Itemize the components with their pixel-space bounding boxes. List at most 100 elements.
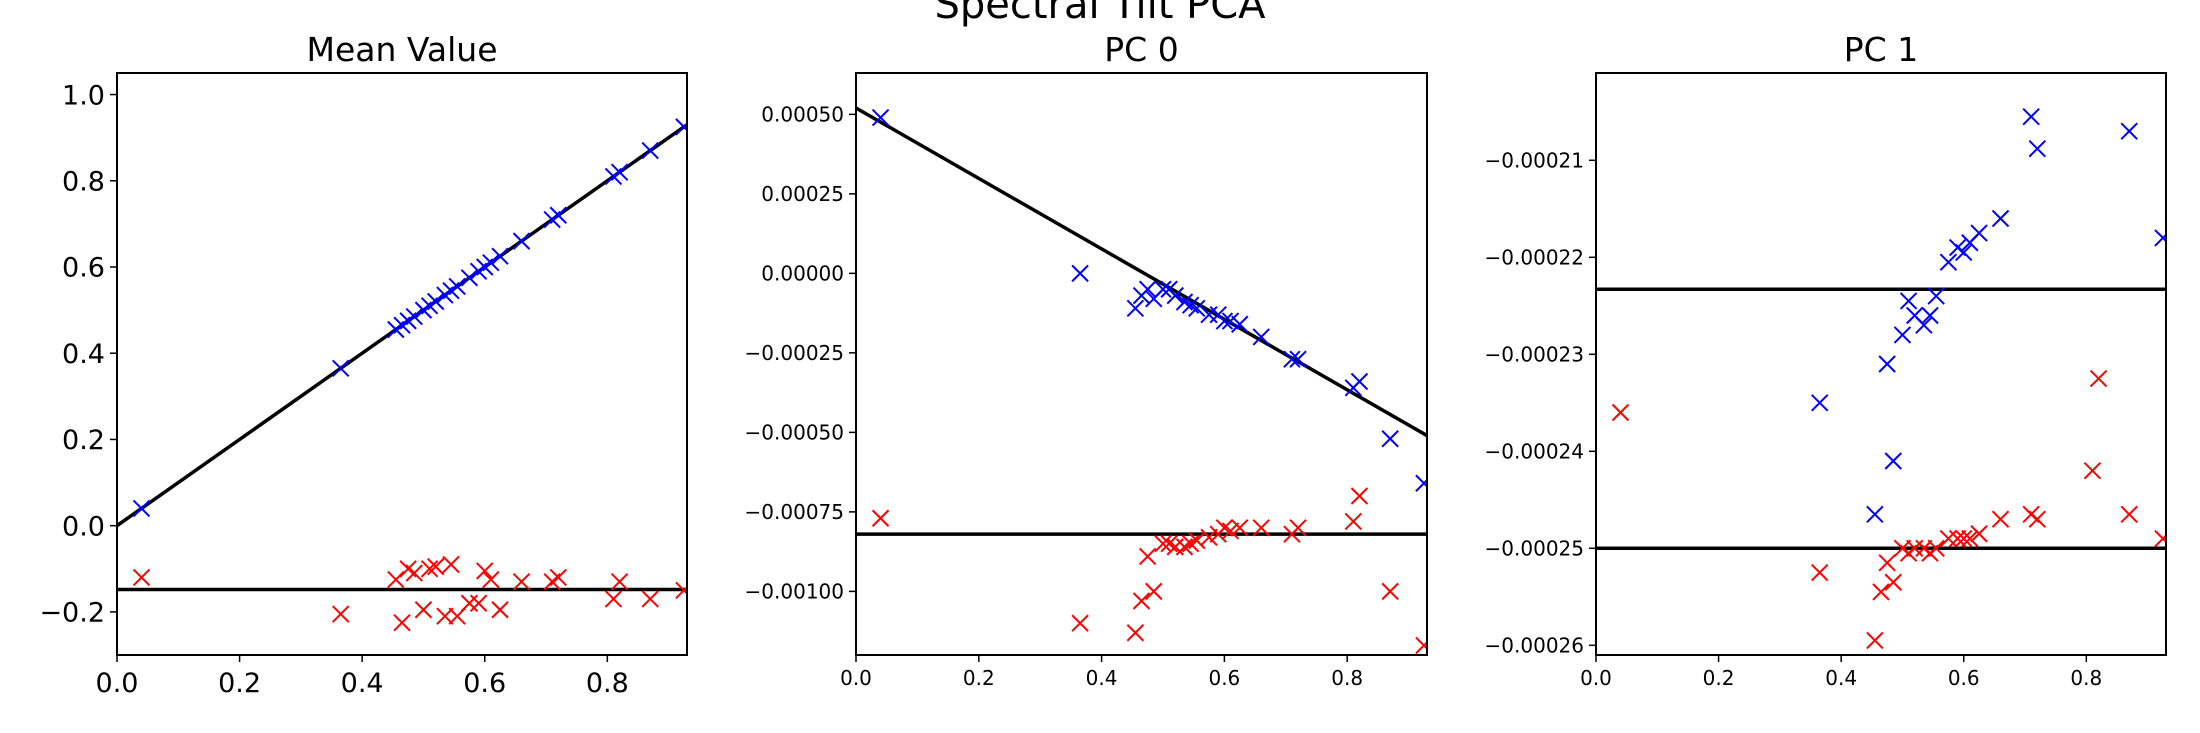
y-tick-label: −0.00026 — [1485, 634, 1584, 658]
data-point-red — [405, 564, 423, 582]
data-point-blue — [1915, 316, 1933, 334]
data-point-blue — [1415, 474, 1427, 492]
x-tick-label: 0.6 — [1208, 666, 1240, 690]
y-tick-label: −0.00075 — [745, 500, 844, 524]
data-point-blue — [512, 232, 531, 250]
data-point-red — [1231, 519, 1249, 537]
data-point-red — [1221, 522, 1240, 540]
y-tick-label: −0.00100 — [745, 580, 844, 604]
data-point-blue — [427, 292, 445, 311]
data-point-blue — [610, 163, 629, 181]
data-point-red — [1344, 512, 1363, 531]
data-point-blue — [1955, 243, 1973, 262]
data-point-blue — [1166, 286, 1184, 305]
data-point-blue — [1921, 306, 1939, 325]
x-tick-label: 0.2 — [1703, 666, 1735, 690]
data-point-blue — [2120, 122, 2138, 140]
y-tick-label: −0.00050 — [745, 421, 844, 445]
data-point-blue — [405, 307, 423, 326]
data-point-red — [491, 601, 509, 619]
data-point-blue — [1811, 394, 1829, 412]
data-point-red — [2154, 529, 2166, 548]
charts-container: Mean Value 0.0 0.2 0.4 0.6 0.8 −0.2 0.0 0.2 0.4 0.… — [39, 30, 2167, 699]
y-tick-label: 0.00050 — [761, 103, 844, 127]
data-point-red — [1948, 529, 1967, 548]
data-point-red — [436, 607, 454, 625]
data-point-red — [1138, 547, 1157, 566]
data-point-blue — [1252, 328, 1270, 346]
y-tick-label: 0.00000 — [761, 262, 844, 286]
data-point-red — [1970, 525, 1988, 543]
y-tick-label: −0.00021 — [1485, 149, 1584, 173]
data-point-blue — [675, 118, 687, 136]
data-point-blue — [1381, 430, 1399, 448]
data-point-red — [1611, 403, 1630, 422]
chart-title: PC 0 — [1104, 30, 1178, 69]
data-point-red — [1181, 534, 1200, 553]
data-point-red — [1872, 583, 1890, 601]
y-tick-label: −0.00025 — [745, 341, 844, 365]
data-point-red — [393, 613, 411, 632]
data-point-blue — [1289, 350, 1307, 368]
data-point-red — [332, 605, 350, 623]
y-tick-label: 0.6 — [62, 253, 105, 284]
y-tick-label: 0.00025 — [761, 182, 844, 206]
data-point-blue — [1200, 305, 1218, 324]
y-tick-label: −0.00025 — [1485, 537, 1584, 561]
x-tick-label: 0.0 — [840, 666, 872, 690]
data-point-red — [132, 568, 151, 587]
data-point-red — [442, 555, 460, 574]
chart-pc-1: PC 1 0.0 0.2 0.4 0.6 0.8 −0.00026 −0.00025 −0.00… — [1485, 30, 2167, 690]
x-tick-label: 0.2 — [963, 666, 995, 690]
plot-area — [117, 118, 687, 632]
data-point-blue — [1221, 312, 1240, 330]
data-point-blue — [1893, 326, 1912, 344]
data-point-red — [1415, 636, 1427, 655]
x-tick-label: 0.0 — [1580, 666, 1612, 690]
data-point-red — [1955, 529, 1973, 548]
data-point-red — [1350, 487, 1369, 505]
data-point-red — [2120, 505, 2138, 524]
data-point-red — [1154, 534, 1172, 553]
data-point-blue — [2154, 229, 2166, 247]
data-point-red — [1991, 510, 2010, 528]
data-point-blue — [1350, 372, 1369, 391]
data-point-red — [469, 594, 488, 612]
data-point-red — [387, 570, 405, 589]
data-point-blue — [871, 108, 890, 127]
data-point-red — [549, 568, 567, 587]
y-tick-label: 0.2 — [62, 425, 105, 456]
data-point-blue — [549, 206, 567, 224]
data-point-blue — [132, 499, 151, 518]
data-point-blue — [1231, 315, 1249, 333]
x-tick-label: 0.4 — [1086, 666, 1118, 690]
data-point-red — [1145, 582, 1163, 601]
data-point-red — [1961, 529, 1979, 548]
data-point-red — [482, 570, 500, 589]
data-point-blue — [1154, 280, 1172, 298]
axes-frame — [116, 72, 688, 656]
data-point-red — [427, 557, 445, 576]
data-point-red — [604, 590, 623, 608]
chart-title: PC 1 — [1844, 30, 1918, 69]
data-point-red — [1866, 631, 1884, 650]
data-point-blue — [1939, 253, 1958, 271]
x-tick-label: 0.6 — [463, 668, 506, 699]
fit-line — [856, 106, 1427, 438]
figure-suptitle: Spectral Tilt PCA — [934, 0, 1266, 28]
data-point-red — [1126, 624, 1145, 642]
x-tick-label: 0.4 — [341, 668, 384, 699]
x-tick-label: 0.0 — [96, 668, 139, 699]
data-point-blue — [641, 141, 659, 160]
data-point-red — [1927, 539, 1945, 558]
data-point-red — [641, 590, 659, 608]
data-point-blue — [1927, 287, 1945, 305]
plot-area — [856, 106, 1427, 655]
data-point-red — [476, 562, 494, 580]
data-point-red — [2083, 461, 2102, 480]
x-tick-label: 0.8 — [586, 668, 629, 699]
x-tick-label: 0.2 — [218, 668, 261, 699]
y-tick-label: −0.00024 — [1485, 440, 1584, 464]
data-point-blue — [1970, 224, 1988, 242]
axes-frame — [1595, 72, 2167, 656]
